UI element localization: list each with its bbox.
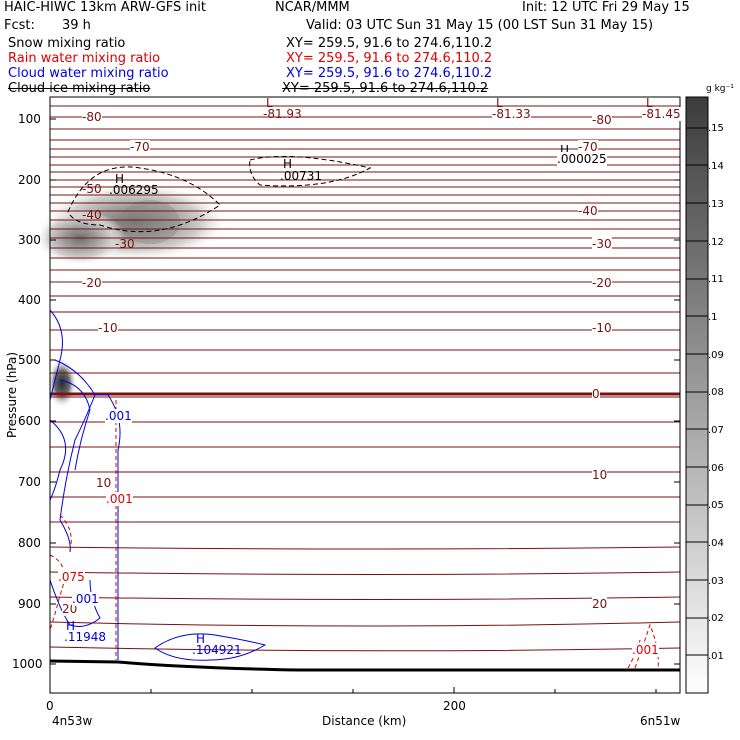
rain-water-contours — [49, 400, 659, 669]
field-cloudice-label: Cloud ice mixing ratio — [8, 81, 151, 96]
y-tick-label: 700 — [18, 475, 41, 489]
low-marker: L — [496, 96, 503, 110]
colorbar-level: .14 — [708, 161, 724, 172]
field-snow-label: Snow mixing ratio — [8, 36, 126, 51]
colorbar-level: .09 — [708, 350, 724, 361]
temp-contour-label: -10 — [98, 321, 118, 335]
high-marker: H — [66, 619, 76, 633]
temp-contour-label: -50 — [82, 182, 102, 196]
y-tick-label: 600 — [18, 414, 41, 428]
colorbar-level: .02 — [708, 613, 724, 624]
forecast-label: Fcst: — [4, 18, 35, 33]
temp-contour-label: 10 — [96, 476, 112, 490]
high-marker: H — [560, 143, 570, 157]
y-axis-ticks — [50, 118, 680, 665]
y-tick-label: 900 — [18, 597, 41, 611]
colorbar-level: .04 — [708, 538, 724, 549]
field-rain-xy: XY= 259.5, 91.6 to 274.6,110.2 — [286, 51, 493, 66]
rain-water-contour-label: .001 — [106, 492, 133, 506]
colorbar-level: .01 — [708, 651, 724, 662]
chart-title: HAIC-HIWC 13km ARW-GFS init — [4, 0, 206, 15]
temp-contour-label: 10 — [592, 468, 608, 482]
chart-org: NCAR/MMM — [275, 0, 350, 15]
terrain-line — [49, 659, 680, 672]
colorbar — [685, 96, 709, 694]
low-marker: L — [266, 96, 273, 110]
low-value: -81.45 — [642, 107, 681, 121]
x-start-location: 4n53w — [52, 714, 93, 728]
temp-contour-label: -70 — [130, 140, 150, 154]
colorbar-level: .1 — [708, 312, 718, 323]
temp-contour-label: -40 — [578, 204, 598, 218]
low-marker: L — [646, 96, 653, 110]
colorbar-level: .15 — [708, 123, 724, 134]
high-value: .006295 — [109, 183, 159, 197]
temperature-contours — [49, 105, 681, 652]
temp-contour-label: 0 — [592, 387, 600, 401]
temp-contour-label: -10 — [592, 321, 612, 335]
y-tick-label: 1000 — [12, 657, 43, 671]
plot-frame — [49, 96, 681, 694]
x-tick-label: 200 — [443, 699, 466, 713]
x-tick-label: 0 — [46, 699, 54, 713]
colorbar-level: .07 — [708, 425, 724, 436]
temp-contour-label: -30 — [592, 237, 612, 251]
temp-contour-label: -20 — [592, 276, 612, 290]
temp-contour-label: -30 — [115, 237, 135, 251]
high-value: .000025 — [557, 152, 607, 166]
y-tick-label: 500 — [18, 353, 41, 367]
cloud-water-contour-label: .001 — [72, 592, 99, 606]
high-value: .00731 — [280, 169, 322, 183]
high-value: .11948 — [64, 630, 106, 644]
high-value: .104921 — [192, 643, 242, 657]
snow-shading — [35, 182, 230, 408]
high-marker: H — [196, 632, 206, 646]
temp-contour-label: -40 — [82, 208, 102, 222]
x-axis-label: Distance (km) — [322, 714, 407, 728]
colorbar-level: .06 — [708, 463, 724, 474]
y-tick-label: 200 — [18, 173, 41, 187]
x-axis-ticks — [49, 687, 657, 693]
y-tick-label: 300 — [18, 233, 41, 247]
high-marker: H — [115, 172, 125, 186]
colorbar-level: .13 — [708, 199, 724, 210]
colorbar-unit: g kg⁻¹ — [706, 84, 734, 94]
temp-contour-label: -80 — [592, 113, 612, 127]
cloud-water-contours — [49, 309, 267, 661]
temp-contour-label: -80 — [82, 110, 102, 124]
y-tick-label: 800 — [18, 536, 41, 550]
high-marker: H — [283, 157, 293, 171]
temp-contour-label: -20 — [82, 276, 102, 290]
colorbar-level: .11 — [708, 274, 724, 285]
colorbar-level: .03 — [708, 576, 724, 587]
colorbar-level: .12 — [708, 237, 724, 248]
field-rain-label: Rain water mixing ratio — [8, 51, 161, 66]
temp-contour-label: -70 — [578, 140, 598, 154]
y-tick-label: 100 — [18, 112, 41, 126]
y-axis-label: Pressure (hPa) — [5, 351, 19, 439]
ice-contours — [67, 155, 372, 233]
x-end-location: 6n51w — [640, 714, 681, 728]
field-cloudice-xy: XY= 259.5, 91.6 to 274.6,110.2 — [282, 81, 489, 96]
init-time: Init: 12 UTC Fri 29 May 15 — [522, 0, 690, 15]
low-value: -81.33 — [492, 107, 531, 121]
valid-time: Valid: 03 UTC Sun 31 May 15 (00 LST Sun … — [306, 18, 654, 33]
rain-water-contour-label: .001 — [632, 643, 659, 657]
cloud-water-contour-label: .001 — [105, 409, 132, 423]
low-value: -81.93 — [263, 107, 302, 121]
colorbar-level: .08 — [708, 387, 724, 398]
colorbar-level: .05 — [708, 500, 724, 511]
y-tick-label: 400 — [18, 293, 41, 307]
forecast-hours: 39 h — [62, 18, 91, 33]
field-snow-xy: XY= 259.5, 91.6 to 274.6,110.2 — [286, 36, 493, 51]
field-cloudwater-xy: XY= 259.5, 91.6 to 274.6,110.2 — [286, 66, 493, 81]
temp-contour-label: 20 — [592, 597, 608, 611]
rain-water-contour-label: .075 — [58, 570, 85, 584]
field-cloudwater-label: Cloud water mixing ratio — [8, 66, 169, 81]
